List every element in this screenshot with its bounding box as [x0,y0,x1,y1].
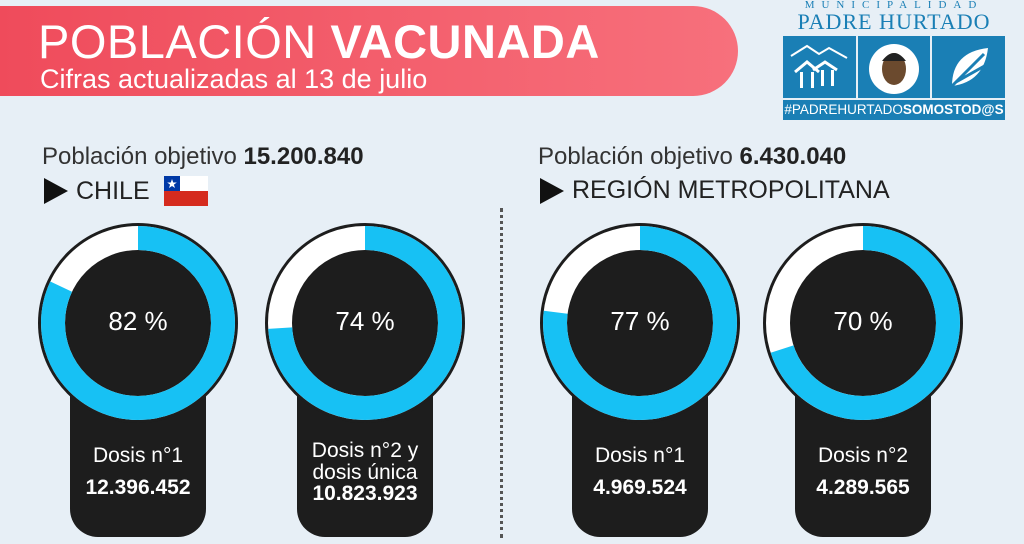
header-banner [0,6,738,96]
chile-label: CHILE [76,176,150,205]
logo-line1: MUNICIPALIDAD [804,0,984,11]
donut-progress [543,226,737,420]
donut-progress [766,226,960,420]
donut-inner [293,251,437,395]
dose-value: 4.969.524 [593,476,687,499]
dose-label: Dosis n°1 [594,444,686,467]
leaf-icon [932,36,1006,98]
section-divider [500,208,503,538]
rm-label: REGIÓN METROPOLITANA [572,176,890,204]
donut-inner [791,251,935,395]
vaccination-card: 82 % Dosis n°1 12.396.452 [37,222,239,544]
chile-flag-icon [163,176,208,206]
logo-line2: PADRE HURTADO [797,9,991,34]
dose-value: 4.289.565 [816,476,910,499]
houses-icon [783,36,856,98]
donut-progress [41,226,235,420]
dose-value: 12.396.452 [85,476,191,499]
logo-hashtag: #PADREHURTADOSOMOSTOD@S [783,100,1005,120]
rm-objective: Población objetivo 6.430.040 [538,143,847,170]
percent-label: 77 % [610,306,670,336]
portrait-icon [857,36,931,98]
donut-chart [265,223,465,423]
chile-objective: Población objetivo 15.200.840 [42,143,364,170]
donut-chart [763,223,963,423]
donut-inner [568,251,712,395]
page-title: POBLACIÓN VACUNADA [38,15,600,68]
vaccination-card: 77 % Dosis n°1 4.969.524 [539,222,741,544]
donut-progress [268,226,462,420]
dose-label: Dosis n°2 [817,444,909,467]
donut-chart [540,223,740,423]
page-subtitle: Cifras actualizadas al 13 de julio [40,64,428,94]
donut-chart [38,223,238,423]
donut-inner [66,251,210,395]
rm-heading: REGIÓN METROPOLITANA [540,176,890,205]
play-arrow-icon [540,177,564,204]
percent-label: 74 % [335,306,395,336]
municipality-logo: MUNICIPALIDAD PADRE HURTADO #PADREHURTAD… [783,0,1006,127]
play-arrow-icon [44,178,68,204]
percent-label: 82 % [108,306,168,336]
dose-label: Dosis n°1 [92,444,184,467]
percent-label: 70 % [833,306,893,336]
chile-heading: CHILE [44,176,208,206]
dose-value: 10.823.923 [312,482,418,505]
vaccination-card: 70 % Dosis n°2 4.289.565 [762,222,964,544]
dose-label: Dosis n°2 y dosis única [311,439,419,484]
vaccination-card: 74 % Dosis n°2 y dosis única 10.823.923 [264,222,466,544]
